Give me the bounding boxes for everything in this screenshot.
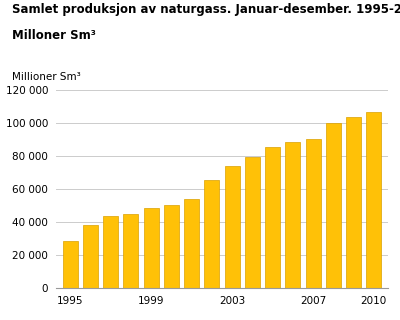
Bar <box>83 225 98 288</box>
Bar <box>123 214 138 288</box>
Bar <box>265 147 280 288</box>
Bar <box>306 139 321 288</box>
Bar <box>164 205 179 288</box>
Bar <box>103 216 118 288</box>
Text: Milloner Sm³: Milloner Sm³ <box>12 29 96 42</box>
Bar <box>366 112 382 288</box>
Text: Samlet produksjon av naturgass. Januar-desember. 1995-2010.: Samlet produksjon av naturgass. Januar-d… <box>12 3 400 16</box>
Bar <box>184 199 199 288</box>
Bar <box>144 208 159 288</box>
Bar <box>346 117 361 288</box>
Text: Millioner Sm³: Millioner Sm³ <box>12 72 81 82</box>
Bar <box>224 166 240 288</box>
Bar <box>245 157 260 288</box>
Bar <box>62 241 78 288</box>
Bar <box>285 142 300 288</box>
Bar <box>204 180 220 288</box>
Bar <box>326 124 341 288</box>
